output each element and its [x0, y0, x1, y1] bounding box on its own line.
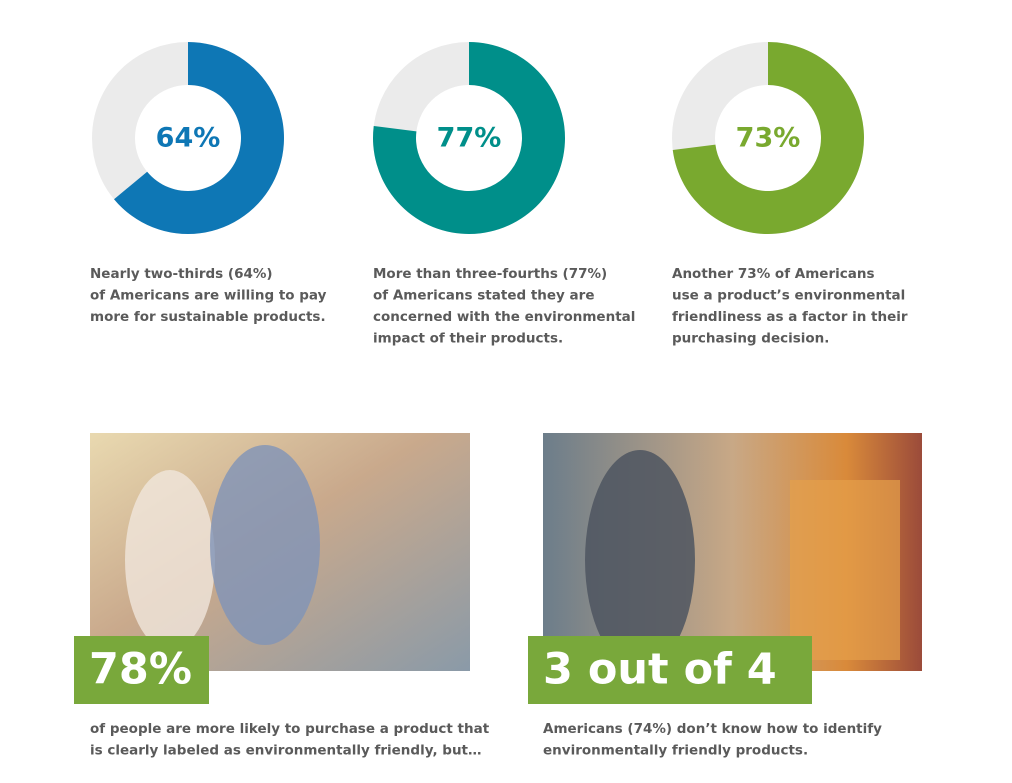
donut-arc	[672, 42, 865, 234]
donut-arc	[114, 42, 284, 235]
caption: concerned with the environmental	[373, 309, 635, 325]
caption: purchasing decision.	[672, 331, 829, 347]
caption: Americans (74%) don’t know how to identi…	[543, 721, 882, 737]
caption: friendliness as a factor in their	[672, 309, 908, 325]
caption: environmentally friendly products.	[543, 743, 808, 759]
photo-shelf	[790, 480, 900, 660]
caption: of people are more likely to purchase a …	[90, 721, 490, 737]
headline: 3 out of 4	[543, 645, 777, 695]
headline-box	[74, 636, 209, 704]
caption: is clearly labeled as environmentally fr…	[90, 743, 482, 759]
caption: Another 73% of Americans	[672, 266, 875, 282]
caption: impact of their products.	[373, 331, 563, 347]
headline-box	[528, 636, 812, 704]
caption: of Americans stated they are	[373, 288, 594, 304]
caption: of Americans are willing to pay	[90, 288, 327, 304]
headline: 78%	[89, 645, 192, 695]
caption: Nearly two-thirds (64%)	[90, 266, 273, 282]
photo-figure	[125, 470, 215, 650]
photo-figure	[585, 450, 695, 670]
donut-label: 64%	[156, 123, 221, 154]
donut-arc	[372, 42, 565, 234]
caption: more for sustainable products.	[90, 309, 326, 325]
photo-figure	[210, 445, 320, 645]
donut-label: 77%	[437, 123, 502, 154]
caption: use a product’s environmental	[672, 288, 905, 304]
donut-label: 73%	[736, 123, 801, 154]
caption: More than three-fourths (77%)	[373, 266, 607, 282]
